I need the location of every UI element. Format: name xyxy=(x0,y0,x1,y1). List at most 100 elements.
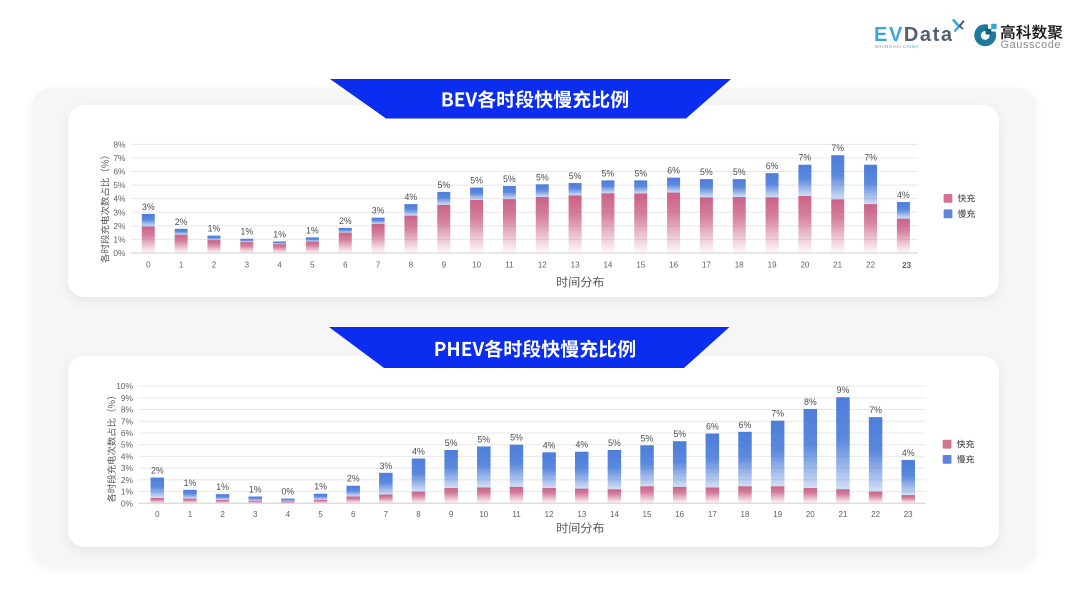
svg-text:5%: 5% xyxy=(503,174,516,184)
svg-text:4%: 4% xyxy=(575,440,588,450)
svg-text:23: 23 xyxy=(904,510,913,519)
svg-text:2%: 2% xyxy=(151,466,164,476)
svg-text:1: 1 xyxy=(179,261,184,270)
svg-text:20: 20 xyxy=(800,261,809,270)
svg-text:6%: 6% xyxy=(739,420,752,430)
svg-text:6: 6 xyxy=(351,510,356,519)
svg-text:5%: 5% xyxy=(608,438,621,448)
svg-text:2%: 2% xyxy=(339,216,352,226)
svg-text:7%: 7% xyxy=(113,153,126,163)
svg-text:5%: 5% xyxy=(470,176,483,186)
svg-text:3%: 3% xyxy=(380,461,393,471)
svg-text:1: 1 xyxy=(188,510,193,519)
svg-text:22: 22 xyxy=(866,261,875,270)
svg-text:2%: 2% xyxy=(121,475,134,485)
svg-text:0%: 0% xyxy=(282,487,295,497)
svg-text:19: 19 xyxy=(768,261,777,270)
svg-text:10%: 10% xyxy=(116,381,133,391)
svg-text:2%: 2% xyxy=(175,217,188,227)
svg-text:4%: 4% xyxy=(405,192,418,202)
svg-text:21: 21 xyxy=(833,261,842,270)
svg-text:5%: 5% xyxy=(641,433,654,443)
svg-text:23: 23 xyxy=(902,261,911,270)
svg-text:1%: 1% xyxy=(216,482,229,492)
svg-text:5%: 5% xyxy=(602,168,615,178)
svg-text:11: 11 xyxy=(512,510,521,519)
svg-text:5%: 5% xyxy=(733,167,746,177)
svg-text:1%: 1% xyxy=(314,482,327,492)
svg-text:5%: 5% xyxy=(569,171,582,181)
svg-text:4: 4 xyxy=(286,510,291,519)
svg-text:4%: 4% xyxy=(113,194,126,204)
svg-text:1%: 1% xyxy=(306,225,319,235)
svg-text:13: 13 xyxy=(577,510,586,519)
svg-text:16: 16 xyxy=(675,510,684,519)
svg-text:3%: 3% xyxy=(142,202,155,212)
svg-text:7%: 7% xyxy=(864,153,877,163)
svg-text:12: 12 xyxy=(538,261,547,270)
svg-text:5%: 5% xyxy=(445,438,458,448)
svg-text:5%: 5% xyxy=(536,172,549,182)
svg-text:6%: 6% xyxy=(113,167,126,177)
svg-text:10: 10 xyxy=(479,510,488,519)
svg-text:0%: 0% xyxy=(113,248,126,258)
svg-text:5%: 5% xyxy=(510,433,523,443)
svg-text:7: 7 xyxy=(376,261,381,270)
svg-text:2%: 2% xyxy=(347,474,360,484)
svg-text:5%: 5% xyxy=(113,180,126,190)
svg-text:10: 10 xyxy=(472,261,481,270)
svg-text:6: 6 xyxy=(343,261,348,270)
svg-text:7%: 7% xyxy=(771,409,784,419)
svg-text:6%: 6% xyxy=(121,428,134,438)
svg-text:EVData: EVData xyxy=(874,24,954,46)
svg-text:7%: 7% xyxy=(799,153,812,163)
svg-text:5%: 5% xyxy=(477,434,490,444)
svg-text:15: 15 xyxy=(636,261,645,270)
svg-text:5%: 5% xyxy=(700,167,713,177)
svg-text:6%: 6% xyxy=(667,166,680,176)
svg-text:8%: 8% xyxy=(121,405,134,415)
svg-text:4%: 4% xyxy=(543,440,556,450)
svg-text:9: 9 xyxy=(449,510,454,519)
svg-text:3: 3 xyxy=(253,510,258,519)
svg-text:5: 5 xyxy=(318,510,323,519)
svg-text:0: 0 xyxy=(146,261,151,270)
svg-text:9%: 9% xyxy=(121,393,134,403)
svg-text:18: 18 xyxy=(735,261,744,270)
svg-text:4%: 4% xyxy=(412,447,425,457)
svg-text:2: 2 xyxy=(212,261,217,270)
svg-text:11: 11 xyxy=(505,261,514,270)
svg-text:1%: 1% xyxy=(184,478,197,488)
svg-text:2: 2 xyxy=(220,510,225,519)
svg-text:14: 14 xyxy=(610,510,619,519)
svg-text:7%: 7% xyxy=(831,143,844,153)
svg-text:5%: 5% xyxy=(673,429,686,439)
svg-text:0: 0 xyxy=(155,510,160,519)
svg-text:1%: 1% xyxy=(121,487,134,497)
svg-text:8%: 8% xyxy=(804,397,817,407)
svg-text:6%: 6% xyxy=(706,422,719,432)
svg-text:16: 16 xyxy=(669,261,678,270)
svg-text:3%: 3% xyxy=(121,463,134,473)
svg-text:22: 22 xyxy=(871,510,880,519)
svg-text:8: 8 xyxy=(409,261,414,270)
svg-text:1%: 1% xyxy=(208,224,221,234)
svg-text:7%: 7% xyxy=(121,416,134,426)
svg-text:4%: 4% xyxy=(902,448,915,458)
svg-text:SHANGHAI CHINA: SHANGHAI CHINA xyxy=(875,44,919,49)
svg-text:14: 14 xyxy=(603,261,612,270)
svg-text:4%: 4% xyxy=(121,451,134,461)
svg-text:4%: 4% xyxy=(897,190,910,200)
svg-text:0%: 0% xyxy=(121,498,134,508)
svg-text:8: 8 xyxy=(416,510,421,519)
svg-text:15: 15 xyxy=(643,510,652,519)
svg-text:6%: 6% xyxy=(766,161,779,171)
svg-text:3%: 3% xyxy=(113,207,126,217)
svg-text:4: 4 xyxy=(277,261,282,270)
svg-text:21: 21 xyxy=(839,510,848,519)
svg-text:12: 12 xyxy=(545,510,554,519)
svg-text:5: 5 xyxy=(310,261,315,270)
svg-text:7%: 7% xyxy=(869,405,882,415)
svg-text:3: 3 xyxy=(245,261,250,270)
svg-text:20: 20 xyxy=(806,510,815,519)
